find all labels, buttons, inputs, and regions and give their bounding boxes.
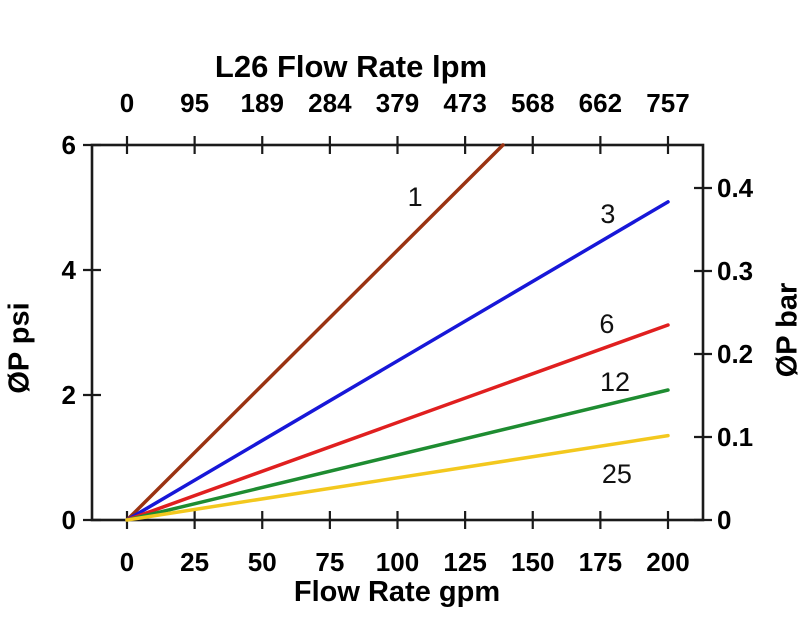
right-tick-label-bar: 0: [717, 505, 731, 535]
bottom-tick-label-gpm: 50: [248, 547, 277, 577]
chart-title-top-axis-label: L26 Flow Rate lpm: [214, 49, 488, 84]
series-label-1: 1: [408, 182, 423, 212]
top-tick-label-lpm: 284: [308, 88, 352, 118]
right-tick-label-bar: 0.1: [717, 422, 753, 452]
y-axis-label-bar: ØP bar: [771, 282, 804, 378]
top-tick-label-lpm: 757: [646, 88, 689, 118]
top-tick-label-lpm: 379: [376, 88, 419, 118]
bottom-tick-label-gpm: 25: [180, 547, 209, 577]
bottom-tick-label-gpm: 100: [376, 547, 419, 577]
right-tick-label-bar: 0.3: [717, 256, 753, 286]
left-tick-label-psi: 0: [62, 505, 76, 535]
top-tick-label-lpm: 189: [241, 88, 284, 118]
series-line-12: [125, 388, 670, 522]
series-line-3: [125, 200, 670, 522]
left-tick-label-psi: 6: [62, 130, 76, 160]
bottom-tick-label-gpm: 200: [646, 547, 689, 577]
right-tick-label-bar: 0.2: [717, 339, 753, 369]
series-line-1: [125, 143, 505, 522]
y-axis-label-psi: ØP psi: [3, 302, 36, 394]
bottom-tick-label-gpm: 150: [511, 547, 554, 577]
bottom-tick-label-gpm: 75: [315, 547, 344, 577]
series-label-25: 25: [602, 459, 632, 489]
top-tick-label-lpm: 0: [120, 88, 134, 118]
x-axis-label-gpm: Flow Rate gpm: [293, 576, 501, 608]
bottom-tick-label-gpm: 0: [120, 547, 134, 577]
left-tick-label-psi: 2: [62, 380, 76, 410]
top-tick-label-lpm: 662: [579, 88, 622, 118]
series-label-3: 3: [600, 199, 615, 229]
top-tick-label-lpm: 473: [443, 88, 486, 118]
left-tick-label-psi: 4: [62, 255, 77, 285]
top-tick-label-lpm: 95: [180, 88, 209, 118]
series-line-25: [125, 433, 670, 522]
series-label-6: 6: [599, 309, 614, 339]
right-tick-label-bar: 0.4: [717, 173, 754, 203]
series-label-12: 12: [600, 367, 630, 397]
bottom-tick-label-gpm: 125: [443, 547, 486, 577]
series-line-6: [125, 323, 670, 522]
bottom-tick-label-gpm: 175: [579, 547, 622, 577]
top-tick-label-lpm: 568: [511, 88, 554, 118]
